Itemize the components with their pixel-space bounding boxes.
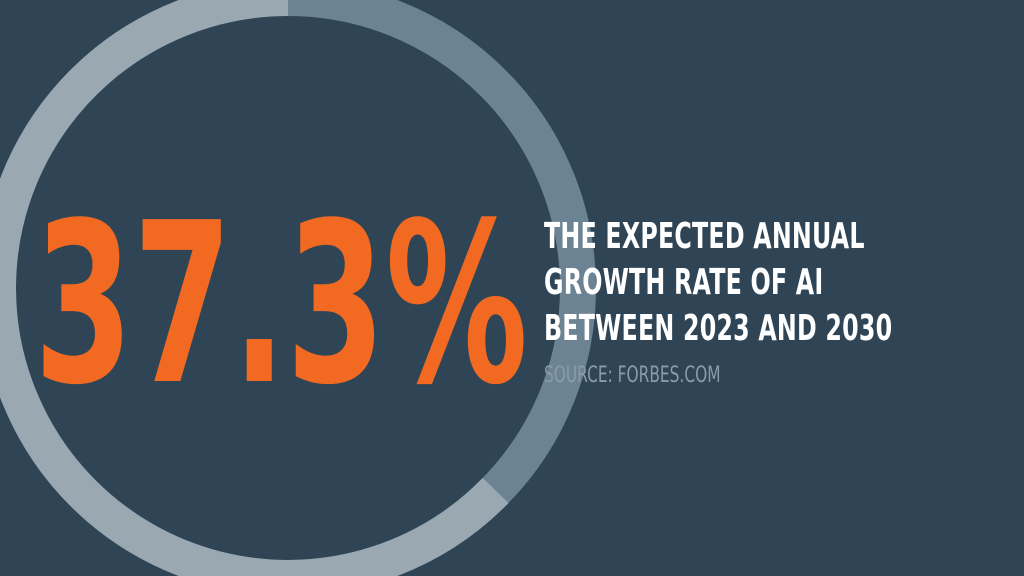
headline-line-3: BETWEEN 2023 AND 2030 (544, 308, 893, 349)
headline-line-1: THE EXPECTED ANNUAL (544, 216, 865, 257)
caption: THE EXPECTED ANNUAL GROWTH RATE OF AI BE… (544, 214, 1014, 390)
source-credit: SOURCE: FORBES.COM (544, 363, 721, 388)
progress-ring-arc (0, 0, 509, 576)
stat-value: 37.3% (34, 176, 534, 434)
progress-ring-track (0, 0, 596, 576)
headline-line-2: GROWTH RATE OF AI (544, 262, 824, 303)
stat-value-text: 37.3% (34, 176, 528, 434)
